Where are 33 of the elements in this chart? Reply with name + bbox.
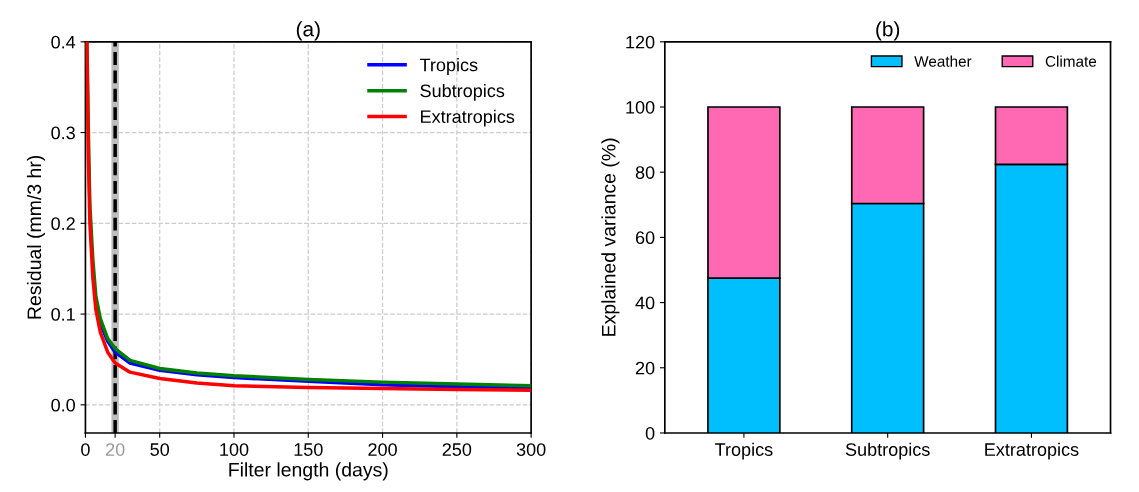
y-tick-label: 0.3 [51,126,75,140]
chart-title: (b) [876,21,900,41]
y-tick-label: 0.4 [51,35,76,49]
y-tick-label: 120 [626,35,655,49]
y-tick-label: 40 [635,296,655,310]
legend-label: Weather [914,55,972,67]
x-tick-label: 300 [516,443,546,456]
x-tick-label: 100 [220,443,249,456]
x-tick-label: Subtropics [845,442,930,460]
y-axis-title: Residual (mm/3 hr) [26,155,46,319]
legend-label: Subtropics [420,83,505,101]
legend-label: Extratropics [421,109,515,127]
x-tick-label: 200 [368,443,397,456]
y-tick-label: 0.1 [51,308,75,321]
chart-title: (a) [296,21,320,41]
legend-label: Climate [1045,55,1097,67]
y-axis-title: Explained variance (%) [601,138,620,336]
y-tick-label: 0.2 [51,217,75,231]
y-tick-label: 0.0 [51,398,75,412]
x-tick-label: 50 [150,443,170,456]
x-tick-label: 0 [81,443,90,456]
x-tick-label: Extratropics [985,442,1079,460]
x-tick-label: 150 [294,443,323,456]
legend-label: Tropics [419,58,478,75]
x-axis-title: Filter length (days) [229,462,388,481]
y-tick-label: 100 [626,100,655,114]
y-tick-label: 80 [635,166,655,179]
y-tick-label: 60 [635,231,655,245]
y-tick-label: 20 [635,361,655,375]
x-tick-label: 20 [106,443,125,456]
y-tick-label: 0 [645,426,655,440]
x-tick-label: Tropics [715,442,773,460]
x-tick-label: 250 [442,443,472,456]
